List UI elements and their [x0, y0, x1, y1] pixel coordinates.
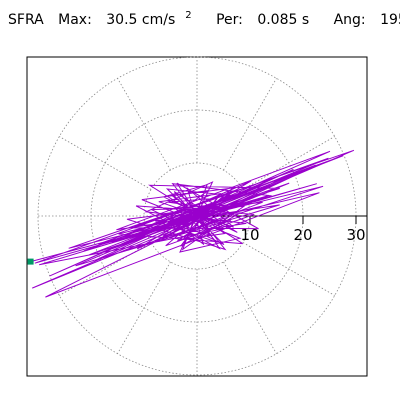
radial-axis: 10 20 30	[197, 215, 367, 244]
grid-spoke-120	[117, 78, 171, 171]
max-exponent: 2	[185, 10, 192, 21]
grid-spoke-300	[223, 261, 277, 354]
component-name: SFRA	[8, 12, 44, 28]
radial-tick-label-20: 20	[293, 226, 312, 244]
chart-header: SFRA Max: 30.5 cm/s 2 Per: 0.085 s Ang: 1…	[8, 10, 400, 28]
max-value: 30.5 cm/s 2	[106, 10, 192, 28]
radial-tick-label-10: 10	[240, 226, 259, 244]
angle-value: 195.2	[380, 12, 400, 28]
angle-label: Ang:	[333, 12, 366, 28]
period-label: Per:	[216, 12, 243, 28]
period-value: 0.085 s	[257, 12, 310, 28]
max-label: Max:	[58, 12, 92, 28]
grid-spoke-330	[242, 242, 335, 296]
grid-spoke-30	[242, 136, 335, 190]
angle-readout: Ang: 195.2	[334, 12, 400, 28]
motion-trace	[30, 149, 355, 298]
grid-spoke-240	[117, 261, 171, 354]
grid-spoke-60	[223, 78, 277, 171]
max-readout: Max: 30.5 cm/s 2	[58, 10, 201, 28]
grid-spoke-150	[59, 136, 152, 190]
radial-tick-label-30: 30	[346, 226, 365, 244]
period-readout: Per: 0.085 s	[216, 12, 319, 28]
trace-end-marker	[27, 258, 34, 265]
